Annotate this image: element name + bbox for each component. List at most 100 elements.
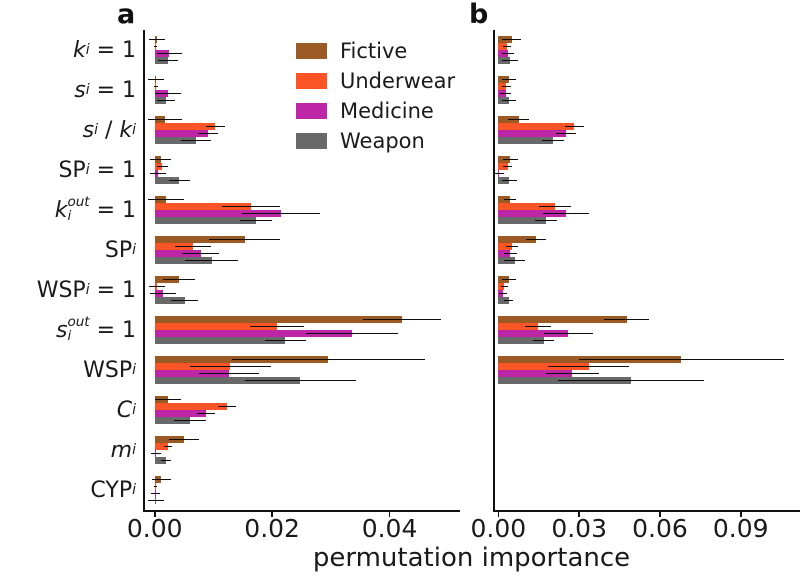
label-text: k [119,117,133,143]
bar-medicine-9 [154,410,206,417]
label-text: i [132,482,136,498]
x-tick-label: 0.02 [244,514,300,543]
errorbar-weapon-1 [157,99,175,102]
errorbar-weapon-8 [558,379,704,382]
errorbar-weapon-0 [501,59,519,62]
bar-underwear-2 [154,123,216,130]
panel-b-title: b [469,0,489,30]
errorbar-fictive-0 [502,38,522,41]
x-tick-label: 0.06 [632,514,688,543]
errorbar-underwear-8 [189,365,271,368]
errorbar-fictive-6 [162,278,195,281]
bar-medicine-8 [498,370,573,377]
y-axis-spine [143,30,145,512]
label-text: = 1 [89,77,136,103]
supsub-stack: out i [67,194,90,224]
errorbar-fictive-5 [208,238,281,241]
errorbar-underwear-6 [148,285,166,288]
errorbar-fictive-7 [363,318,441,321]
bar-medicine-7 [498,330,569,337]
bar-medicine-4 [154,210,281,217]
errorbar-medicine-1 [155,92,182,95]
y-axis-label: WSP i = 1 [0,270,136,310]
bar-medicine-4 [498,210,566,217]
bar-medicine-5 [154,250,201,257]
errorbar-medicine-6 [150,292,176,295]
errorbar-fictive-4 [147,198,185,201]
errorbar-underwear-2 [205,125,225,128]
label-text: i [132,402,136,418]
label-text: WSP [36,277,86,303]
bar-underwear-2 [498,123,575,130]
errorbar-weapon-3 [168,179,190,182]
x-axis-title: permutation importance [312,543,631,573]
bar-underwear-7 [154,323,277,330]
x-tick [659,511,661,517]
x-tick [153,511,156,517]
x-tick-label: 0.00 [126,514,183,543]
label-text: s [56,317,68,343]
errorbar-weapon-6 [504,299,514,302]
bar-underwear-3 [498,163,508,170]
x-tick-label: 0.04 [361,514,418,543]
bar-underwear-4 [498,203,555,210]
legend-swatch-weapon [296,133,327,149]
label-text: = 1 [89,317,136,343]
errorbar-fictive-1 [148,78,164,81]
bar-weapon-7 [498,337,544,344]
x-tick [388,511,391,517]
errorbar-underwear-2 [564,125,584,128]
label-text: = 1 [89,197,136,223]
bar-weapon-6 [498,297,509,304]
bar-fictive-7 [154,316,402,323]
legend-label: Medicine [340,98,434,123]
bar-underwear-5 [154,243,193,250]
errorbar-medicine-5 [182,252,219,255]
label-text: i [132,242,136,258]
label-text: m [110,437,133,463]
legend-label: Weapon [340,128,425,153]
errorbar-medicine-0 [502,52,514,55]
label-text: s [82,117,95,143]
x-tick [497,511,500,517]
errorbar-underwear-1 [153,85,159,88]
label-text: C [116,397,133,423]
errorbar-weapon-0 [158,59,179,62]
errorbar-weapon-4 [240,219,273,222]
errorbar-fictive-3 [150,158,172,161]
errorbar-weapon-11 [148,499,164,502]
bar-weapon-4 [154,217,257,224]
x-tick-label: 0.03 [551,514,607,543]
label-text: / [97,117,120,143]
bar-weapon-4 [498,217,547,224]
errorbar-fictive-3 [502,158,519,161]
bar-medicine-2 [498,130,566,137]
errorbar-medicine-7 [544,332,593,335]
errorbar-underwear-5 [175,245,211,248]
label-text: = 1 [89,277,136,303]
y-axis-label: WSP i [0,350,136,390]
bar-fictive-5 [154,236,245,243]
bar-underwear-7 [498,323,538,330]
errorbar-medicine-0 [157,52,182,55]
x-axis-spine [493,510,800,512]
errorbar-fictive-11 [151,478,171,481]
errorbar-underwear-1 [501,85,512,88]
errorbar-underwear-4 [538,205,572,208]
errorbar-underwear-10 [164,445,173,448]
errorbar-weapon-4 [535,219,557,222]
errorbar-fictive-6 [501,278,516,281]
errorbar-weapon-7 [264,339,306,342]
legend-label: Fictive [340,38,408,63]
errorbar-weapon-5 [185,259,239,262]
label-text: i [94,122,98,138]
y-axis-spine [493,30,495,512]
bar-weapon-6 [154,297,185,304]
label-text: = 1 [89,157,136,183]
bar-medicine-2 [154,130,209,137]
errorbar-underwear-0 [502,45,512,48]
label-text: CYP [90,477,133,503]
